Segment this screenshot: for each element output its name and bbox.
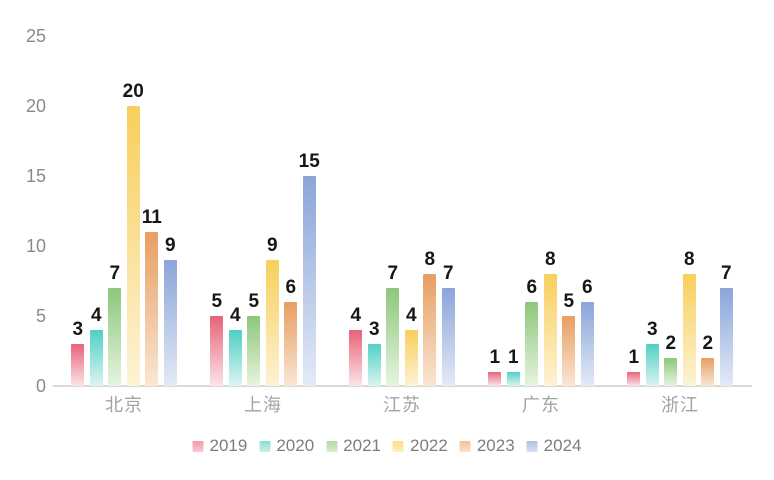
legend-label: 2022 bbox=[410, 436, 448, 455]
legend-swatch-icon bbox=[326, 440, 338, 452]
legend-item: 2022 bbox=[393, 436, 448, 456]
bar-value-label: 1 bbox=[507, 347, 519, 368]
bar bbox=[701, 358, 715, 386]
legend-swatch-icon bbox=[393, 440, 404, 452]
bar-value-label: 3 bbox=[646, 319, 658, 340]
bar-value-label: 9 bbox=[164, 235, 176, 256]
bar-value-label: 4 bbox=[229, 305, 241, 326]
bar bbox=[525, 302, 539, 386]
bar bbox=[265, 260, 279, 386]
category-label: 广东 bbox=[522, 395, 560, 415]
bar-value-label: 2 bbox=[702, 333, 714, 354]
bar-value-label: 20 bbox=[122, 81, 144, 102]
x-axis-line bbox=[53, 385, 752, 387]
bar bbox=[404, 330, 418, 386]
legend-label: 2021 bbox=[343, 436, 381, 455]
bar-value-label: 4 bbox=[90, 305, 102, 326]
bar bbox=[163, 260, 177, 386]
bar bbox=[108, 288, 122, 386]
bar bbox=[367, 344, 381, 386]
legend-swatch-icon bbox=[526, 440, 538, 452]
bar-value-label: 4 bbox=[350, 305, 362, 326]
bar-value-label: 8 bbox=[544, 249, 556, 270]
bar-value-label: 8 bbox=[683, 249, 695, 270]
bar bbox=[386, 288, 400, 386]
bar-value-label: 15 bbox=[298, 151, 320, 172]
bar bbox=[506, 372, 520, 386]
legend-label: 2023 bbox=[476, 436, 515, 455]
bar-value-label: 1 bbox=[489, 347, 501, 368]
y-axis-tick-label: 20 bbox=[25, 96, 46, 116]
category-label: 浙江 bbox=[661, 395, 699, 415]
bar-value-label: 7 bbox=[387, 263, 399, 284]
bar-value-label: 2 bbox=[665, 333, 677, 354]
category-label: 江苏 bbox=[383, 395, 421, 415]
bar-value-label: 5 bbox=[563, 291, 575, 312]
bar bbox=[349, 330, 363, 386]
legend-item: 2019 bbox=[192, 436, 248, 456]
bar bbox=[488, 372, 502, 386]
legend-item: 2023 bbox=[459, 436, 515, 456]
y-axis-tick-label: 25 bbox=[25, 26, 46, 46]
bar bbox=[580, 302, 594, 386]
legend-label: 2024 bbox=[543, 436, 582, 455]
bar bbox=[302, 176, 316, 386]
legend-item: 2020 bbox=[259, 436, 314, 456]
legend-label: 2019 bbox=[209, 436, 248, 455]
bar-value-label: 7 bbox=[442, 263, 454, 284]
bar-value-label: 7 bbox=[720, 263, 732, 284]
bar-value-label: 3 bbox=[368, 319, 380, 340]
bar bbox=[423, 274, 437, 386]
legend-swatch-icon bbox=[459, 440, 471, 452]
bar bbox=[71, 344, 85, 386]
bar bbox=[126, 106, 140, 386]
bar-value-label: 1 bbox=[628, 347, 640, 368]
category-label: 上海 bbox=[244, 395, 282, 415]
legend-label: 2020 bbox=[276, 436, 315, 455]
bar bbox=[543, 274, 557, 386]
category-label: 北京 bbox=[105, 395, 143, 415]
bar bbox=[247, 316, 261, 386]
bar-value-label: 9 bbox=[266, 235, 278, 256]
bar-value-label: 6 bbox=[526, 277, 538, 298]
bar-value-label: 6 bbox=[581, 277, 593, 298]
legend-swatch-icon bbox=[259, 440, 271, 452]
bar bbox=[441, 288, 455, 386]
bar bbox=[228, 330, 242, 386]
bar bbox=[627, 372, 641, 386]
bar-value-label: 7 bbox=[109, 263, 121, 284]
y-axis-tick-label: 5 bbox=[35, 306, 46, 326]
legend-item: 2021 bbox=[326, 436, 381, 456]
bar bbox=[145, 232, 159, 386]
bar-value-label: 4 bbox=[405, 305, 417, 326]
bar bbox=[89, 330, 103, 386]
bar-value-label: 5 bbox=[248, 291, 260, 312]
legend: 2019 2020 2021 2022 2023 2024 bbox=[192, 436, 582, 456]
bar bbox=[664, 358, 678, 386]
bar bbox=[719, 288, 733, 386]
legend-item: 2024 bbox=[526, 436, 582, 456]
bar bbox=[682, 274, 696, 386]
y-axis-tick-label: 10 bbox=[25, 236, 46, 256]
bar bbox=[562, 316, 576, 386]
bar-value-label: 3 bbox=[72, 319, 84, 340]
bar-value-label: 6 bbox=[285, 277, 297, 298]
bar-value-label: 5 bbox=[211, 291, 223, 312]
legend-swatch-icon bbox=[192, 440, 204, 452]
bar-value-label: 11 bbox=[141, 207, 162, 228]
bar bbox=[284, 302, 298, 386]
y-axis-tick-label: 15 bbox=[25, 166, 46, 186]
bar-value-label: 8 bbox=[424, 249, 436, 270]
bar bbox=[210, 316, 224, 386]
y-axis-tick-label: 0 bbox=[35, 376, 46, 396]
bar bbox=[645, 344, 659, 386]
